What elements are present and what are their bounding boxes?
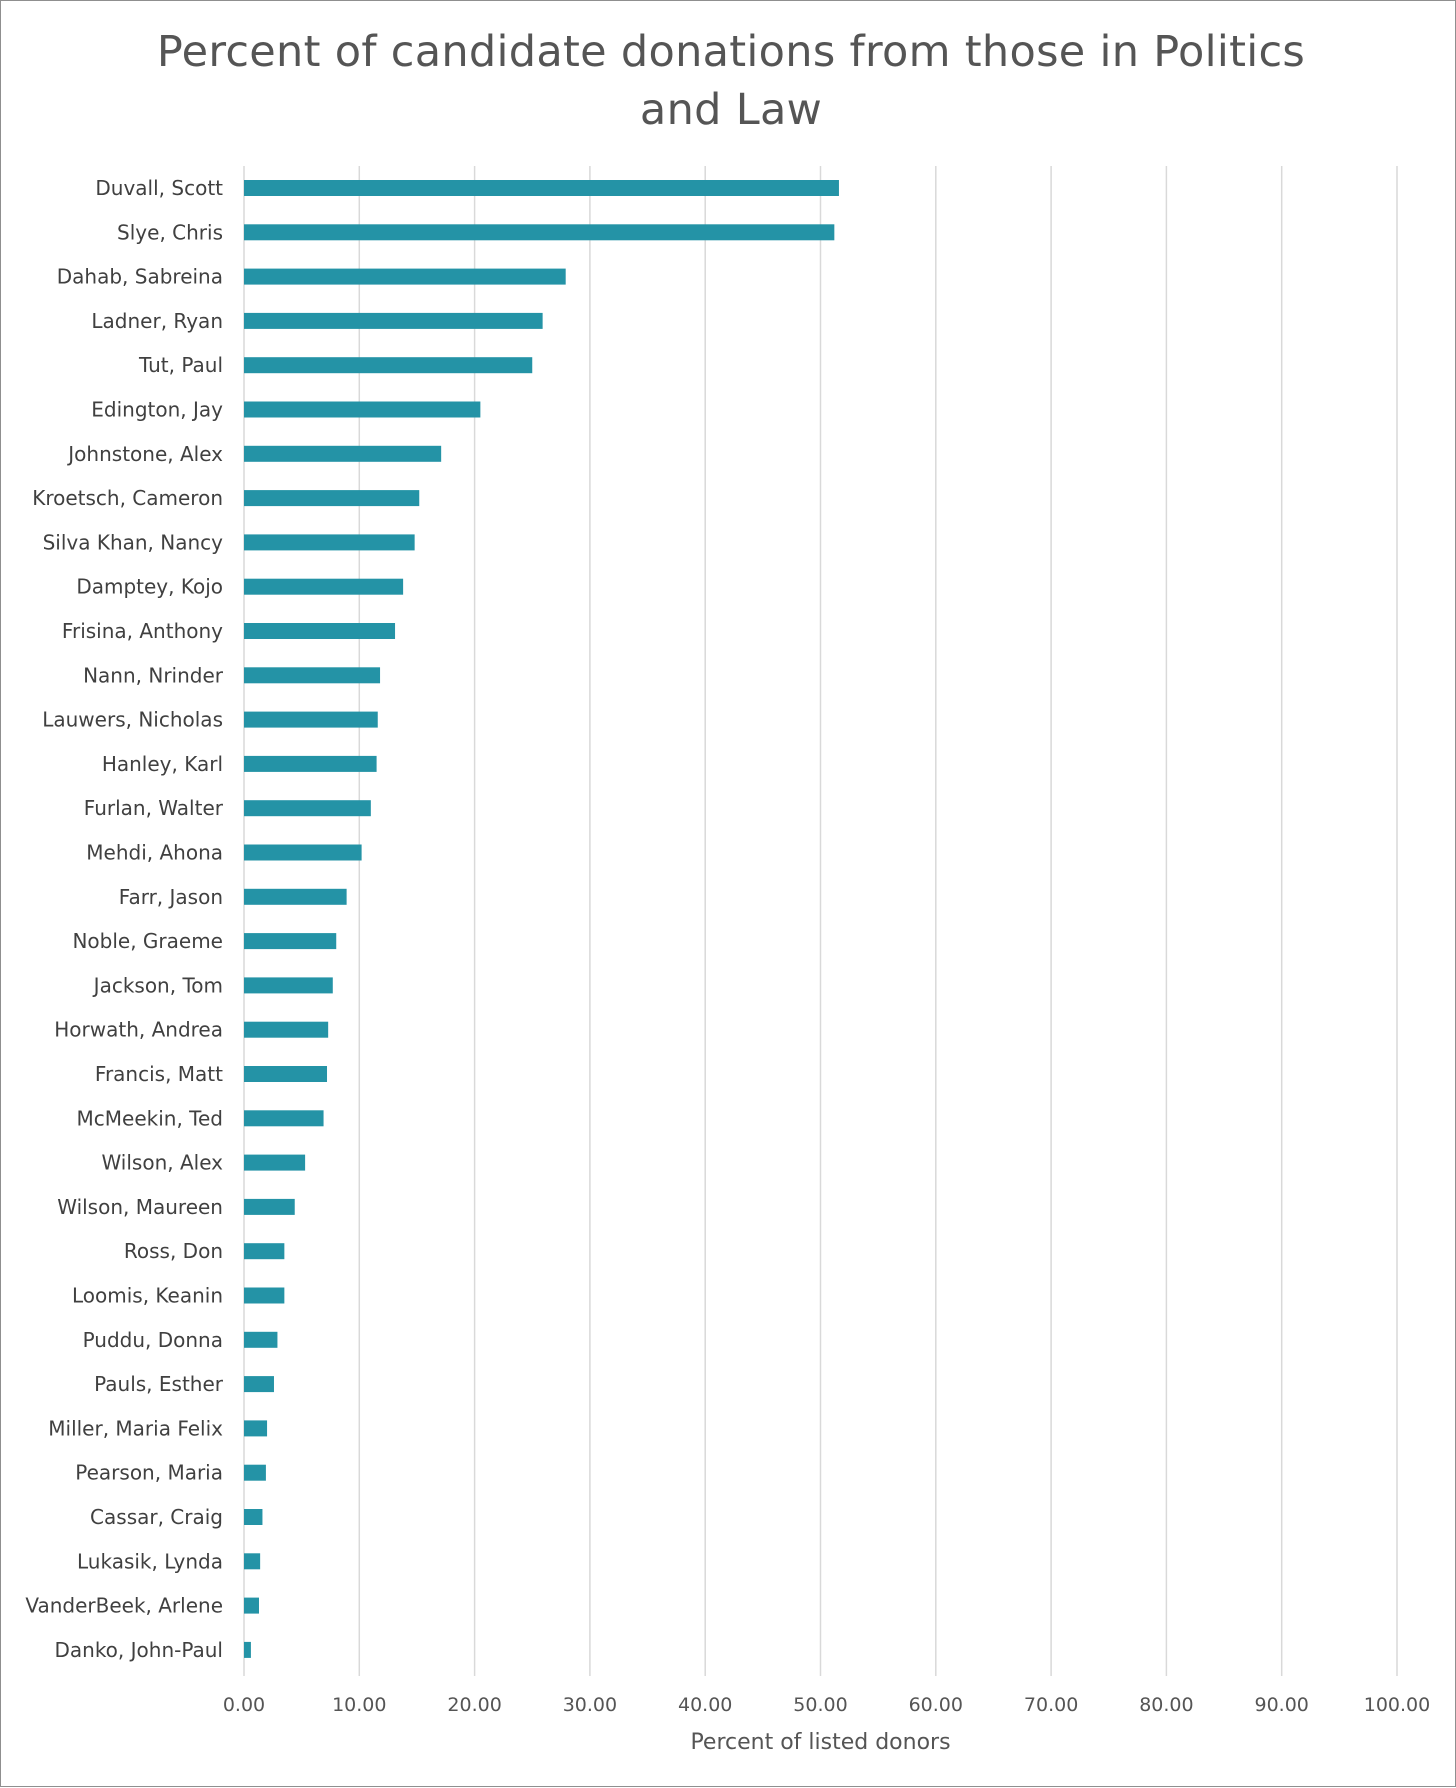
bar	[244, 1376, 274, 1393]
x-tick-label: 50.00	[793, 1694, 847, 1716]
bar	[244, 1420, 268, 1437]
category-label: Wilson, Alex	[101, 1151, 223, 1175]
bar	[244, 180, 839, 196]
category-label: Danko, John-Paul	[54, 1638, 223, 1662]
category-label: Puddu, Donna	[83, 1328, 223, 1352]
bar	[244, 1243, 285, 1260]
bar	[244, 1641, 251, 1658]
category-label: Miller, Maria Felix	[48, 1416, 223, 1440]
category-label: Furlan, Walter	[84, 796, 224, 820]
x-tick-label: 0.00	[223, 1694, 265, 1716]
bar	[244, 977, 333, 994]
category-label: Silva Khan, Nancy	[43, 530, 224, 554]
category-label: Duvall, Scott	[95, 176, 223, 200]
bar	[244, 1597, 259, 1614]
x-tick-label: 20.00	[447, 1694, 501, 1716]
bar	[244, 445, 442, 462]
x-tick-label: 30.00	[563, 1694, 617, 1716]
bars	[244, 180, 839, 1658]
category-label: Jackson, Tom	[92, 973, 223, 997]
gridlines	[243, 166, 1398, 1676]
bar	[244, 224, 835, 241]
bar	[244, 1331, 278, 1348]
bar	[244, 312, 543, 329]
x-axis-tick-labels: 0.00 10.00 20.00 30.00 40.00 50.00 60.00 70.00 8…	[223, 1694, 1430, 1716]
category-label: Dahab, Sabreina	[57, 265, 223, 289]
category-label: Lukasik, Lynda	[77, 1549, 223, 1573]
bar	[244, 1198, 295, 1215]
chart-title: Percent of candidate donations from thos…	[156, 27, 1306, 135]
x-tick-label: 10.00	[332, 1694, 386, 1716]
x-axis-title: Percent of listed donors	[690, 1730, 950, 1755]
category-label: Kroetsch, Cameron	[32, 486, 223, 510]
category-label: Francis, Matt	[95, 1062, 223, 1086]
category-label: Slye, Chris	[117, 220, 223, 244]
category-label: Noble, Graeme	[72, 929, 223, 953]
category-label: McMeekin, Ted	[77, 1106, 223, 1130]
bar	[244, 888, 347, 905]
bar	[244, 933, 337, 950]
bar	[244, 844, 362, 861]
bar	[244, 268, 566, 285]
bar	[244, 534, 415, 551]
category-label: Pearson, Maria	[75, 1461, 223, 1485]
category-label: Lauwers, Nicholas	[42, 708, 223, 732]
category-label: Mehdi, Ahona	[86, 841, 223, 865]
category-label: Johnstone, Alex	[66, 442, 223, 466]
category-label: Cassar, Craig	[90, 1505, 223, 1529]
category-labels: Duvall, Scott Slye, Chris Dahab, Sabreina L…	[25, 176, 223, 1662]
category-label: Ross, Don	[124, 1239, 223, 1263]
category-label: Ladner, Ryan	[91, 309, 223, 333]
bar	[244, 1509, 263, 1525]
category-label: Wilson, Maureen	[57, 1195, 223, 1219]
bar	[244, 667, 381, 684]
bar	[244, 1464, 266, 1481]
category-label: Hanley, Karl	[102, 752, 223, 776]
category-label: Farr, Jason	[119, 885, 223, 909]
x-tick-label: 40.00	[678, 1694, 732, 1716]
category-label: VanderBeek, Arlene	[25, 1594, 223, 1618]
bar	[244, 1110, 324, 1127]
x-tick-label: 100.00	[1364, 1694, 1430, 1716]
bar	[244, 1287, 285, 1304]
x-tick-label: 90.00	[1254, 1694, 1308, 1716]
x-tick-label: 60.00	[909, 1694, 963, 1716]
bar	[244, 711, 378, 728]
category-label: Loomis, Keanin	[72, 1284, 223, 1308]
category-label: Tut, Paul	[138, 353, 223, 377]
bar	[244, 357, 533, 374]
category-label: Damptey, Kojo	[76, 575, 223, 599]
bar	[244, 623, 396, 639]
x-tick-label: 70.00	[1024, 1694, 1078, 1716]
x-tick-label: 80.00	[1139, 1694, 1193, 1716]
category-label: Nann, Nrinder	[83, 663, 224, 687]
bar	[244, 1154, 306, 1171]
category-label: Horwath, Andrea	[54, 1018, 223, 1042]
bar	[244, 1021, 329, 1038]
bar	[244, 490, 420, 507]
bar	[244, 578, 404, 595]
bar	[244, 1066, 328, 1082]
bar	[244, 401, 481, 418]
bar	[244, 800, 371, 817]
bar	[244, 1553, 261, 1570]
bar	[244, 755, 377, 772]
category-label: Pauls, Esther	[94, 1372, 224, 1396]
category-label: Frisina, Anthony	[62, 619, 223, 643]
category-label: Edington, Jay	[91, 398, 223, 422]
